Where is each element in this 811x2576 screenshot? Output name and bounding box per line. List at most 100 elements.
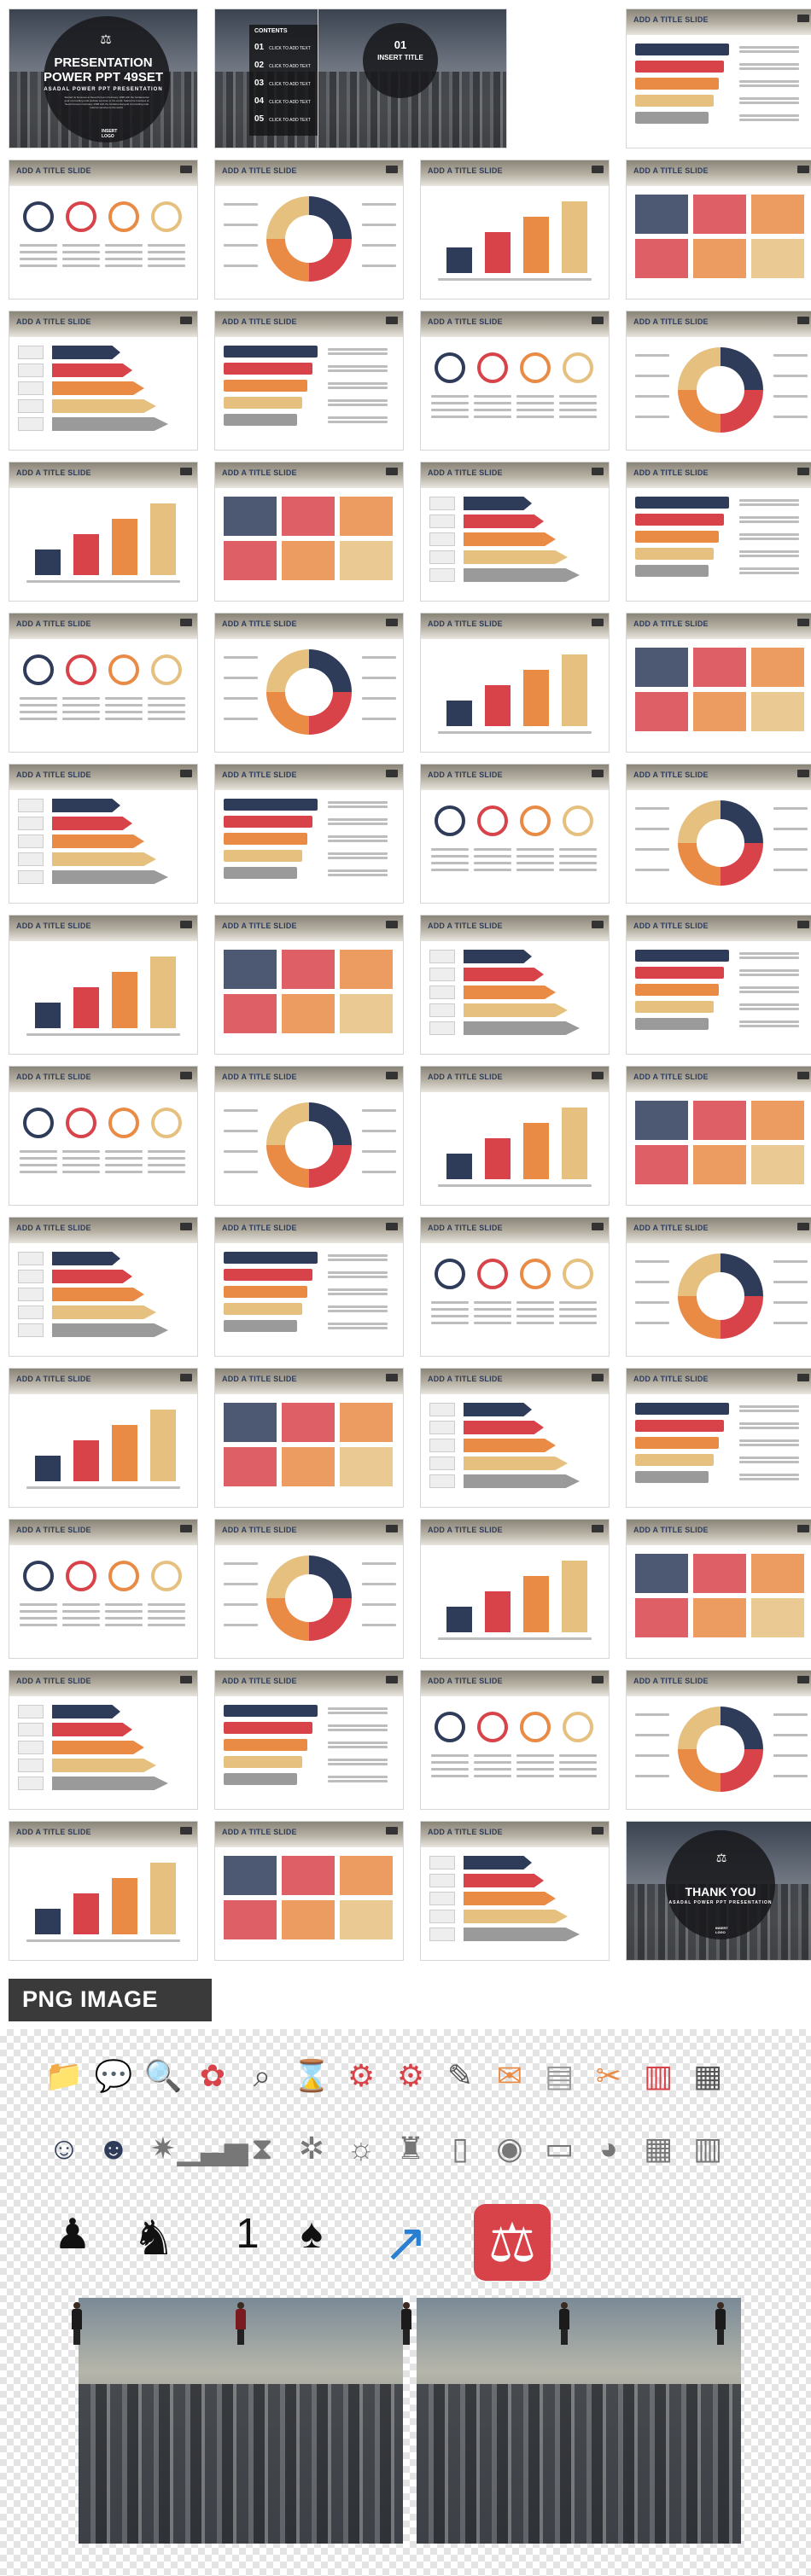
template-slide[interactable]: ADD A TITLE SLIDE bbox=[9, 1821, 198, 1961]
template-slide[interactable]: ADD A TITLE SLIDE bbox=[626, 462, 811, 602]
infographic-tile bbox=[693, 1101, 746, 1140]
infographic-tile bbox=[751, 648, 804, 687]
template-slide[interactable]: ADD A TITLE SLIDE bbox=[9, 160, 198, 299]
template-slide[interactable]: ADD A TITLE SLIDE bbox=[626, 160, 811, 299]
text-placeholder bbox=[148, 1164, 185, 1166]
template-slide[interactable]: ADD A TITLE SLIDE bbox=[214, 1066, 404, 1206]
slide-diagram bbox=[635, 799, 808, 894]
template-slide[interactable]: ADD A TITLE SLIDE bbox=[9, 764, 198, 904]
text-placeholder bbox=[474, 1315, 511, 1317]
template-slide[interactable]: ADD A TITLE SLIDE bbox=[420, 1368, 610, 1508]
template-slide[interactable]: ADD A TITLE SLIDE bbox=[9, 1519, 198, 1659]
template-slide[interactable]: ADD A TITLE SLIDE bbox=[9, 311, 198, 451]
template-slide[interactable]: ADD A TITLE SLIDE bbox=[214, 311, 404, 451]
template-slide[interactable]: ADD A TITLE SLIDE bbox=[420, 1066, 610, 1206]
template-slide[interactable]: ADD A TITLE SLIDE bbox=[214, 1821, 404, 1961]
template-slide[interactable]: ADD A TITLE SLIDE bbox=[420, 1519, 610, 1659]
infographic-number-badge bbox=[429, 568, 455, 582]
template-slide[interactable]: ADD A TITLE SLIDE bbox=[626, 311, 811, 451]
contents-item[interactable]: 04 CLICK TO ADD TEXT bbox=[254, 92, 323, 110]
template-slide[interactable]: ADD A TITLE SLIDE bbox=[626, 1066, 811, 1206]
slide-logo bbox=[386, 1525, 398, 1532]
template-slide[interactable]: ADD A TITLE SLIDE bbox=[626, 1519, 811, 1659]
text-placeholder bbox=[148, 718, 185, 720]
slide-title: ADD A TITLE SLIDE bbox=[428, 166, 503, 175]
template-slide[interactable]: ADD A TITLE SLIDE bbox=[420, 915, 610, 1055]
infographic-column bbox=[73, 1893, 99, 1934]
infographic-arrow bbox=[464, 1474, 580, 1488]
contents-item[interactable]: 01 CLICK TO ADD TEXT bbox=[254, 38, 323, 56]
slide-logo bbox=[180, 921, 192, 928]
infographic-circle bbox=[477, 1259, 508, 1289]
template-slide[interactable]: ADD A TITLE SLIDE bbox=[214, 764, 404, 904]
slide-diagram bbox=[429, 1101, 602, 1196]
text-placeholder bbox=[516, 395, 554, 398]
template-slide[interactable]: ADD A TITLE SLIDE bbox=[214, 613, 404, 753]
template-slide[interactable]: ADD A TITLE SLIDE bbox=[626, 915, 811, 1055]
text-placeholder bbox=[362, 1603, 396, 1606]
template-slide[interactable]: ADD A TITLE SLIDE bbox=[626, 764, 811, 904]
template-slide[interactable]: ADD A TITLE SLIDE bbox=[214, 915, 404, 1055]
template-slide[interactable]: ADD A TITLE SLIDE bbox=[626, 1670, 811, 1810]
template-slide[interactable]: ADD A TITLE SLIDE bbox=[626, 9, 811, 148]
template-slide[interactable]: ADD A TITLE SLIDE bbox=[9, 915, 198, 1055]
infographic-arrow bbox=[464, 1892, 556, 1905]
template-slide[interactable]: ADD A TITLE SLIDE bbox=[214, 1519, 404, 1659]
template-slide[interactable]: ADD A TITLE SLIDE bbox=[9, 613, 198, 753]
text-placeholder bbox=[739, 555, 799, 557]
section-title-slide[interactable]: 01 INSERT TITLE bbox=[318, 9, 507, 148]
template-slide[interactable]: ADD A TITLE SLIDE bbox=[420, 613, 610, 753]
template-slide[interactable]: ADD A TITLE SLIDE bbox=[420, 462, 610, 602]
template-slide[interactable]: ADD A TITLE SLIDE bbox=[420, 1821, 610, 1961]
template-slide[interactable]: ADD A TITLE SLIDE bbox=[9, 1066, 198, 1206]
template-slide[interactable]: ADD A TITLE SLIDE bbox=[626, 613, 811, 753]
template-slide[interactable]: ADD A TITLE SLIDE bbox=[626, 1217, 811, 1357]
text-placeholder bbox=[635, 1301, 669, 1304]
template-slide[interactable]: ADD A TITLE SLIDE bbox=[9, 1217, 198, 1357]
slide-header-band bbox=[215, 1671, 403, 1696]
infographic-column bbox=[485, 1591, 511, 1632]
template-slide[interactable]: ADD A TITLE SLIDE bbox=[420, 1217, 610, 1357]
contents-item-text: CLICK TO ADD TEXT bbox=[269, 46, 311, 51]
template-slide[interactable]: ADD A TITLE SLIDE bbox=[626, 1368, 811, 1508]
template-slide[interactable]: ADD A TITLE SLIDE bbox=[214, 160, 404, 299]
text-placeholder bbox=[328, 1759, 388, 1761]
slide-title: ADD A TITLE SLIDE bbox=[16, 1526, 91, 1534]
template-slide[interactable]: ADD A TITLE SLIDE bbox=[214, 462, 404, 602]
template-slide[interactable]: ADD A TITLE SLIDE bbox=[214, 1368, 404, 1508]
template-slide[interactable]: ADD A TITLE SLIDE bbox=[9, 462, 198, 602]
text-placeholder bbox=[105, 265, 143, 267]
contents-item-text: CLICK TO ADD TEXT bbox=[269, 82, 311, 87]
infographic-circle bbox=[23, 654, 54, 685]
slide-logo bbox=[797, 619, 809, 626]
infographic-arrow bbox=[52, 1776, 168, 1790]
text-placeholder bbox=[328, 365, 388, 368]
infographic-number-badge bbox=[429, 497, 455, 510]
contents-item[interactable]: 03 CLICK TO ADD TEXT bbox=[254, 74, 323, 92]
template-slide[interactable]: ADD A TITLE SLIDE bbox=[9, 1670, 198, 1810]
slide-title: ADD A TITLE SLIDE bbox=[633, 1677, 709, 1685]
text-placeholder bbox=[20, 718, 57, 720]
slide-header-band bbox=[421, 160, 609, 186]
text-placeholder bbox=[739, 1410, 799, 1412]
template-slide[interactable]: ADD A TITLE SLIDE bbox=[420, 160, 610, 299]
infographic-bar bbox=[635, 112, 709, 124]
template-slide[interactable]: ADD A TITLE SLIDE bbox=[214, 1670, 404, 1810]
text-placeholder bbox=[516, 416, 554, 418]
text-placeholder bbox=[559, 848, 597, 851]
thank-you-slide[interactable]: ⚖ THANK YOU ASADAL POWER PPT PRESENTATION I… bbox=[626, 1821, 811, 1961]
contents-item[interactable]: 02 CLICK TO ADD TEXT bbox=[254, 56, 323, 74]
template-slide[interactable]: ADD A TITLE SLIDE bbox=[420, 1670, 610, 1810]
cover-slide[interactable]: ⚖ PRESENTATION POWER PPT 49SET ASADAL PO… bbox=[9, 9, 198, 148]
template-slide[interactable]: ADD A TITLE SLIDE bbox=[420, 764, 610, 904]
template-slide[interactable]: ADD A TITLE SLIDE bbox=[214, 1217, 404, 1357]
text-placeholder bbox=[739, 1025, 799, 1027]
text-placeholder bbox=[105, 1171, 143, 1173]
contents-item[interactable]: 05 CLICK TO ADD TEXT bbox=[254, 110, 323, 128]
infographic-circle bbox=[477, 352, 508, 383]
template-slide[interactable]: ADD A TITLE SLIDE bbox=[420, 311, 610, 451]
text-placeholder bbox=[105, 1603, 143, 1606]
template-slide[interactable]: ADD A TITLE SLIDE bbox=[9, 1368, 198, 1508]
slide-header-band bbox=[421, 765, 609, 790]
flower-magnifier-icon: ✿ bbox=[199, 2058, 226, 2093]
